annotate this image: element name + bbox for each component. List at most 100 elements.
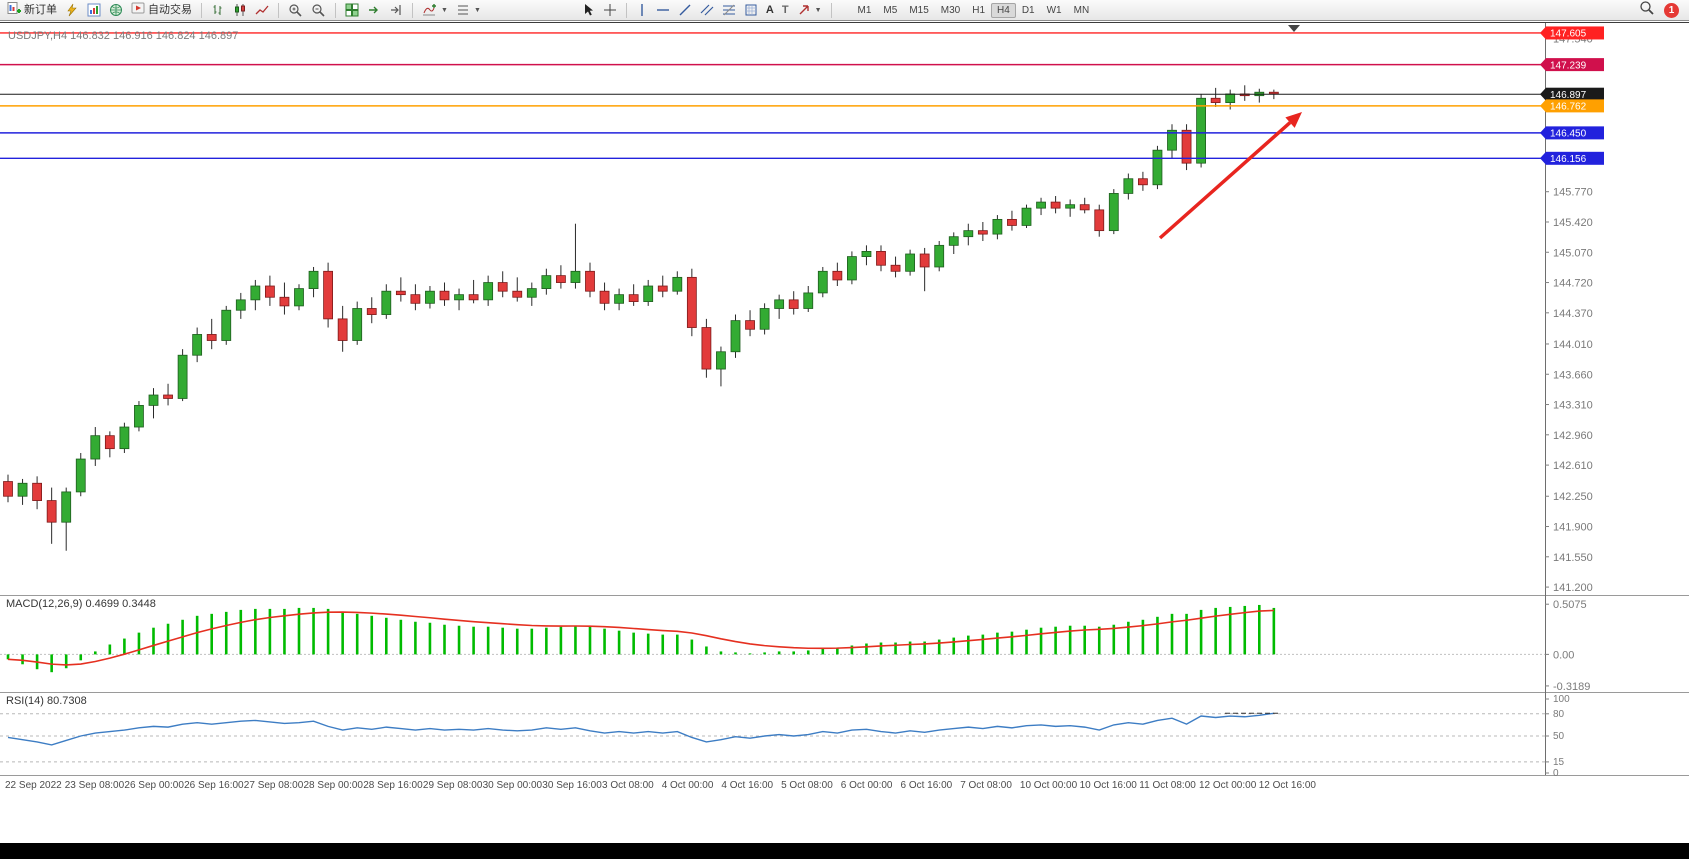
- lightning-icon[interactable]: [62, 1, 82, 19]
- candle: [512, 277, 523, 302]
- globe-icon[interactable]: [106, 1, 126, 19]
- svg-text:146.762: 146.762: [1550, 102, 1587, 113]
- chevron-down-icon: ▼: [473, 6, 481, 14]
- indicator-levels: [0, 653, 1545, 763]
- timeframe-d1[interactable]: D1: [1021, 4, 1035, 16]
- candle: [672, 271, 683, 295]
- timeframe-m5[interactable]: M5: [883, 4, 898, 16]
- candle: [1079, 197, 1090, 214]
- candle: [119, 422, 130, 453]
- rsi-tick-label: 80: [1553, 709, 1565, 720]
- timeframe-group: M1 M5 M15 M30 H1 H4 D1 W1 MN: [852, 2, 1096, 18]
- toolbar-separator: [412, 2, 413, 18]
- candle: [134, 401, 144, 432]
- vertical-line-icon[interactable]: [633, 1, 651, 19]
- candle: [686, 268, 697, 337]
- channel-icon[interactable]: [697, 1, 717, 19]
- cursor-icon[interactable]: [578, 1, 598, 19]
- objects-list-icon[interactable]: ▼: [453, 1, 484, 19]
- candle: [32, 476, 42, 510]
- candle: [410, 284, 421, 311]
- time-axis-label: 4 Oct 00:00: [662, 780, 714, 791]
- line-chart-icon[interactable]: [252, 1, 272, 19]
- timeframe-mn[interactable]: MN: [1073, 4, 1090, 16]
- text-icon[interactable]: A: [765, 4, 774, 16]
- shapes-icon[interactable]: [741, 1, 761, 19]
- zoom-in-icon[interactable]: [285, 1, 306, 19]
- chart-shift-marker[interactable]: [1288, 25, 1300, 32]
- candlestick-chart-icon[interactable]: [230, 1, 250, 19]
- time-axis-label: 4 Oct 16:00: [721, 780, 773, 791]
- timeframe-h1[interactable]: H1: [972, 4, 986, 16]
- candle: [264, 275, 275, 306]
- toolbar-right: 1: [1639, 0, 1685, 20]
- toolbar-separator: [830, 2, 832, 18]
- candle: [3, 474, 13, 503]
- macd-indicator-label: MACD(12,26,9) 0.4699 0.3448: [6, 598, 156, 610]
- candle: [206, 318, 217, 350]
- candle: [1254, 88, 1265, 103]
- timeframe-m15[interactable]: M15: [909, 4, 929, 16]
- svg-text:146.450: 146.450: [1550, 129, 1587, 140]
- candle: [381, 284, 392, 319]
- fibonacci-icon[interactable]: [719, 1, 739, 19]
- time-axis-label: 29 Sep 08:00: [423, 780, 483, 791]
- timeframe-w1[interactable]: W1: [1046, 4, 1062, 16]
- candle: [614, 288, 624, 311]
- candle: [468, 279, 479, 304]
- trendline-icon[interactable]: [675, 1, 695, 19]
- tile-windows-icon[interactable]: [342, 1, 362, 19]
- chart-svg: 147.540145.770145.420145.070144.720144.3…: [0, 22, 1689, 791]
- candle: [308, 266, 319, 298]
- bar-chart-icon[interactable]: [208, 1, 228, 19]
- price-level-badge: 147.239: [1540, 58, 1604, 71]
- arrows-icon[interactable]: ▼: [794, 1, 825, 19]
- auto-scroll-icon[interactable]: [364, 1, 384, 19]
- svg-text:147.605: 147.605: [1550, 29, 1587, 40]
- label-icon[interactable]: T: [781, 4, 789, 16]
- current-price-badge: 146.897: [1540, 87, 1604, 101]
- horizontal-line-icon[interactable]: [653, 1, 673, 19]
- crosshair-icon[interactable]: [600, 1, 620, 19]
- candle: [905, 249, 915, 276]
- candle: [817, 266, 828, 298]
- notification-badge[interactable]: 1: [1664, 2, 1679, 18]
- time-axis-label: 30 Sep 00:00: [483, 780, 543, 791]
- time-axis-label: 26 Sep 16:00: [184, 780, 244, 791]
- trend-arrow[interactable]: [1158, 112, 1302, 240]
- chevron-down-icon: ▼: [814, 6, 822, 14]
- chart-shift-icon[interactable]: [386, 1, 406, 19]
- candle: [716, 346, 726, 387]
- price-tick-label: 141.550: [1553, 552, 1593, 564]
- candle: [1196, 93, 1206, 168]
- candle: [774, 294, 785, 319]
- candle: [1050, 196, 1061, 214]
- toolbar-separator: [201, 2, 202, 18]
- macd-signal-line: [7, 609, 1274, 666]
- candle: [803, 286, 814, 312]
- candlestick-series: [3, 85, 1279, 551]
- candle: [454, 288, 464, 311]
- timeframe-h4[interactable]: H4: [991, 2, 1016, 18]
- chart-canvas[interactable]: 147.540 145.770 145.420 145.070 144.720 144.3…: [0, 21, 1689, 843]
- candle: [1021, 204, 1032, 229]
- candle: [657, 275, 668, 298]
- candle: [1210, 87, 1221, 107]
- candle: [847, 251, 857, 285]
- new-order-button[interactable]: 新订单: [4, 1, 60, 19]
- rsi-indicator-label: RSI(14) 80.7308: [6, 695, 87, 707]
- timeframe-m1[interactable]: M1: [857, 4, 872, 16]
- indicators-icon[interactable]: ▼: [419, 1, 451, 19]
- autotrading-button[interactable]: 自动交易: [128, 1, 195, 19]
- time-axis-label: 12 Oct 00:00: [1199, 780, 1257, 791]
- autotrading-icon: [131, 1, 145, 20]
- price-tick-label: 144.370: [1553, 308, 1593, 320]
- timeframe-m30[interactable]: M30: [940, 4, 961, 16]
- zoom-out-icon[interactable]: [308, 1, 329, 19]
- candle: [745, 310, 755, 337]
- time-axis-label: 11 Oct 08:00: [1139, 780, 1196, 791]
- search-icon[interactable]: [1639, 0, 1654, 20]
- macd-histogram: [6, 604, 1276, 673]
- chart-window-icon[interactable]: [84, 1, 104, 19]
